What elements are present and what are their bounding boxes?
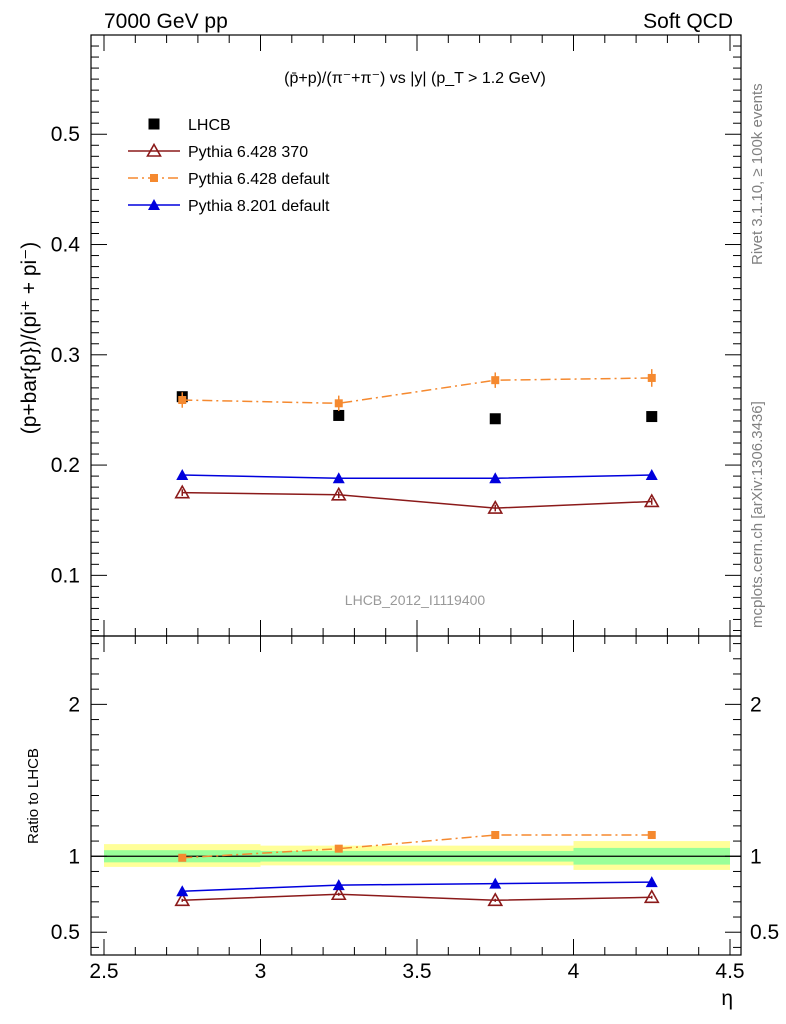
series-line: [182, 893, 652, 902]
y-tick-label: 1: [68, 845, 80, 868]
data-point: [176, 885, 189, 897]
legend-item: Pythia 8.201 default: [128, 198, 330, 215]
data-point: [178, 853, 187, 862]
data-point: [489, 877, 502, 889]
data-point: [489, 472, 502, 484]
x-axis-label: η: [721, 987, 733, 1010]
data-point: [332, 472, 345, 484]
plot-title: (p̄+p)/(π⁻+π⁻) vs |y| (p_T > 1.2 GeV): [284, 70, 546, 87]
y-tick-label: 0.4: [51, 234, 81, 257]
data-point: [647, 373, 656, 382]
data-point: [643, 889, 660, 904]
legend-label: LHCB: [188, 117, 231, 134]
data-point: [487, 892, 504, 907]
header-left: 7000 GeV pp: [104, 10, 228, 33]
series-pythia-6-428-default: [178, 830, 656, 862]
ratio-frame: [90, 635, 742, 956]
series-pythia-6-428-370: [174, 484, 660, 514]
data-point: [334, 844, 343, 853]
main-panel: 0.1 0.2 0.3 0.4 0.5: [51, 34, 742, 637]
y-tick-label-right: 0.5: [750, 921, 779, 944]
data-point: [646, 411, 658, 423]
ratio-y-label: Ratio to LHCB: [25, 748, 42, 844]
legend-label: Pythia 6.428 default: [188, 171, 330, 188]
header-right: Soft QCD: [643, 10, 733, 33]
x-tick-label: 4: [568, 960, 580, 983]
legend: LHCB Pythia 6.428 370 Pythia 6.428 default…: [128, 117, 330, 215]
data-point: [330, 486, 347, 501]
series-line: [182, 491, 652, 509]
data-point: [178, 396, 187, 405]
data-point: [645, 468, 658, 480]
mcplots-label: mcplots.cern.ch [arXiv:1306.3436]: [749, 401, 766, 628]
data-point: [643, 493, 660, 508]
analysis-watermark: LHCB_2012_I1119400: [345, 592, 486, 608]
y-tick-label-right: 2: [750, 693, 762, 716]
y-tick-label: 0.2: [51, 454, 80, 477]
data-point: [647, 830, 656, 839]
series-pythia-8-201-default: [176, 876, 658, 897]
y-tick-label: 0.1: [51, 564, 80, 587]
legend-marker: [148, 118, 160, 130]
legend-marker: [150, 174, 158, 182]
series-lhcb: [176, 391, 658, 425]
y-tick-label: 0.5: [51, 123, 80, 146]
legend-marker: [146, 142, 162, 157]
data-point: [333, 409, 345, 421]
y-tick-label: 0.5: [51, 921, 80, 944]
y-tick-label-right: 1: [750, 845, 762, 868]
x-tick-label: 2.5: [89, 960, 118, 983]
legend-item: Pythia 6.428 default: [128, 171, 330, 188]
series-pythia-6-428-default: [178, 369, 656, 412]
data-point: [176, 468, 189, 480]
legend-item: LHCB: [148, 117, 231, 134]
series-pythia-8-201-default: [176, 468, 658, 484]
data-point: [645, 876, 658, 888]
data-point: [330, 886, 347, 901]
data-point: [487, 499, 504, 514]
data-point: [491, 830, 500, 839]
rivet-label: Rivet 3.1.10, ≥ 100k events: [749, 83, 766, 265]
legend-marker: [148, 199, 160, 210]
legend-label: Pythia 8.201 default: [188, 198, 330, 215]
x-tick-label: 3.5: [402, 960, 431, 983]
x-tick-label: 3: [255, 960, 267, 983]
data-point: [491, 376, 500, 385]
series-line: [182, 881, 652, 892]
legend-label: Pythia 6.428 370: [188, 144, 308, 161]
data-point: [489, 413, 501, 425]
x-tick-label: 4.5: [715, 960, 744, 983]
data-point: [174, 892, 191, 907]
series-line: [182, 474, 652, 480]
data-point: [332, 879, 345, 891]
data-point: [174, 484, 191, 499]
y-tick-label: 0.3: [51, 344, 80, 367]
data-point: [334, 399, 343, 408]
y-tick-label: 2: [68, 693, 80, 716]
main-y-label: (p+bar{p})/(pi⁺ + pi⁻): [18, 242, 41, 435]
series-pythia-6-428-370: [174, 886, 660, 907]
series-line: [182, 377, 652, 405]
legend-item: Pythia 6.428 370: [128, 142, 308, 161]
ratio-panel: 2.5 3 3.5 4 4.5 0.5 0.5 1 1 2 2: [51, 635, 779, 983]
series-line: [182, 834, 652, 859]
